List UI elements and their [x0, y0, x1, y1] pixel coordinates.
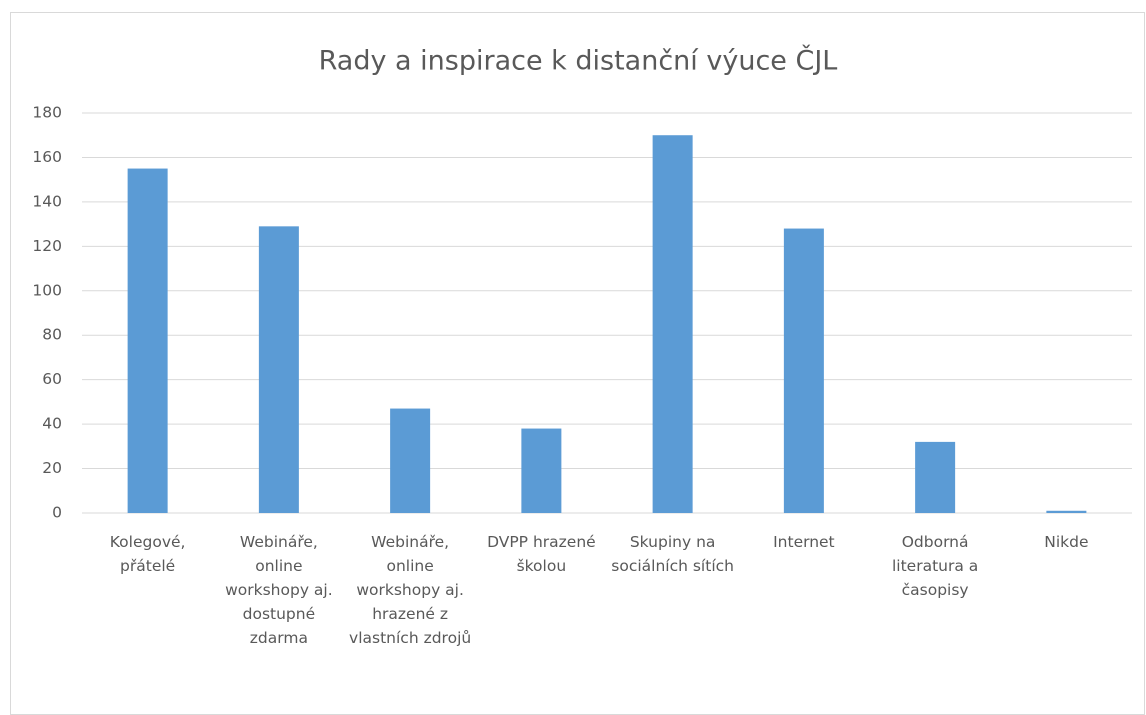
x-tick-label: Internet: [773, 533, 835, 551]
y-tick-label: 120: [32, 237, 62, 255]
chart-title: Rady a inspirace k distanční výuce ČJL: [319, 45, 838, 77]
x-tick-label: Nikde: [1044, 533, 1089, 551]
x-tick-label: Webináře, online workshopy aj. dostupné …: [225, 533, 333, 647]
y-tick-label: 60: [42, 370, 62, 388]
y-tick-label: 100: [32, 281, 62, 299]
y-tick-label: 180: [32, 104, 62, 122]
bar: [390, 408, 431, 513]
bar: [915, 441, 956, 513]
y-tick-label: 0: [52, 504, 62, 522]
x-tick-label: DVPP hrazené školou: [487, 533, 596, 575]
bar: [127, 168, 168, 514]
bar: [783, 228, 824, 514]
y-tick-label: 20: [42, 459, 62, 477]
x-tick-label: Webináře, online workshopy aj. hrazené z…: [349, 533, 472, 647]
y-tick-label: 80: [42, 326, 62, 344]
x-tick-label: Odborná literatura a časopisy: [891, 533, 979, 599]
chart-border: [10, 12, 1145, 715]
y-tick-label: 160: [32, 148, 62, 166]
y-tick-label: 140: [32, 192, 62, 210]
bar: [1046, 510, 1087, 513]
x-tick-label: Skupiny na sociálních sítích: [611, 533, 734, 575]
x-tick-label: Kolegové, přátelé: [109, 533, 186, 575]
bar: [652, 135, 693, 513]
bar: [258, 226, 299, 514]
bar: [521, 428, 562, 513]
y-tick-label: 40: [42, 415, 62, 433]
